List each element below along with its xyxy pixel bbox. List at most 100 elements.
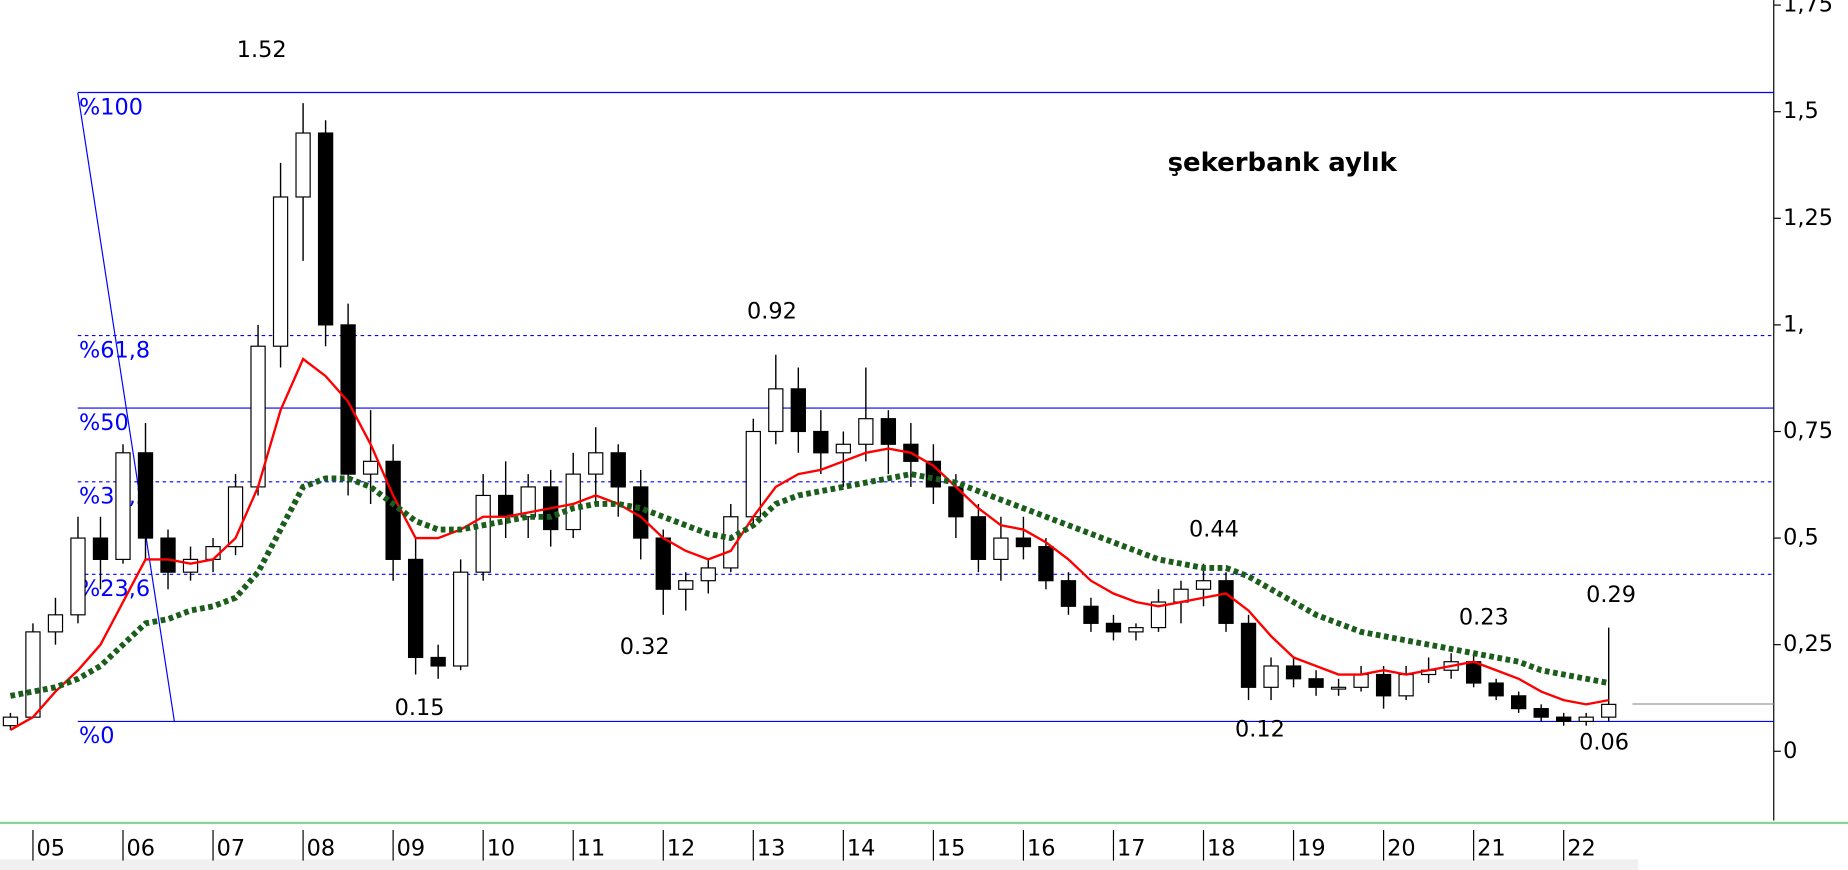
candle-body [115, 452, 131, 560]
candle-body [723, 516, 739, 569]
y-tick-label: 1,75 [1783, 0, 1833, 18]
annotation: 0.92 [747, 298, 797, 324]
candle-body [768, 388, 784, 433]
candle-body [137, 452, 154, 539]
y-tick-label: 1, [1783, 311, 1804, 337]
fib-label: %0 [79, 723, 115, 749]
candle-body [700, 567, 716, 582]
x-tick-label: 09 [397, 835, 426, 861]
x-tick-label: 18 [1207, 835, 1236, 861]
x-tick-label: 22 [1567, 835, 1596, 861]
candle-body [205, 546, 221, 560]
fib-label: %50 [79, 410, 129, 436]
moving-average [9, 471, 1610, 699]
x-tick-label: 19 [1297, 835, 1326, 861]
candle-body [430, 656, 446, 667]
candle-body [1083, 605, 1099, 624]
candle-body [1263, 665, 1279, 688]
chart-title: şekerbank aylık [1168, 148, 1398, 178]
candle-body [610, 452, 626, 488]
x-tick-label: 06 [127, 835, 156, 861]
candle-body [858, 418, 874, 445]
candle-body [1556, 716, 1572, 723]
candle-body [160, 537, 176, 573]
candle-body [520, 486, 536, 518]
x-tick-label: 20 [1387, 835, 1416, 861]
x-tick-label: 21 [1477, 835, 1506, 861]
fib-label: %100 [79, 94, 143, 120]
candle-body [1308, 678, 1324, 688]
candle-body [1060, 580, 1077, 607]
x-tick-label: 07 [217, 835, 246, 861]
candle-body [317, 132, 334, 326]
annotation: 0.29 [1586, 582, 1636, 608]
scroll-strip [0, 859, 1639, 870]
candle-body [970, 516, 987, 560]
candle-body [1240, 622, 1257, 688]
candle-body [1578, 716, 1594, 723]
annotation: 0.23 [1459, 605, 1509, 631]
y-tick-label: 0 [1783, 738, 1797, 764]
moving-average [9, 357, 1609, 731]
x-tick-label: 15 [937, 835, 966, 861]
candle-body [1465, 661, 1482, 684]
candle-body [498, 494, 514, 518]
candle-body [1398, 673, 1414, 697]
annotation: 0.32 [620, 634, 670, 660]
candle-body [655, 537, 671, 590]
candle-body [1375, 673, 1392, 697]
x-tick-label: 14 [847, 835, 876, 861]
annotation: 0.15 [395, 695, 445, 721]
candle-body [745, 430, 761, 518]
candle-body [92, 537, 109, 560]
candle-body [1105, 622, 1122, 633]
x-tick-label: 16 [1027, 835, 1056, 861]
candle-body [1330, 686, 1347, 690]
candle-body [1128, 627, 1144, 633]
candle-body [2, 716, 19, 727]
x-tick-label: 12 [667, 835, 696, 861]
candle-body [295, 132, 311, 198]
candle-body [790, 388, 806, 433]
candle-body [475, 494, 491, 573]
candle-body [1218, 580, 1234, 624]
candle-body [272, 196, 289, 347]
candle-body [362, 460, 379, 475]
annotation: 0.12 [1235, 716, 1285, 742]
y-tick-label: 0,5 [1783, 525, 1819, 551]
candle-body [1533, 708, 1549, 718]
candle-body [250, 345, 266, 488]
candle-body [1015, 537, 1032, 548]
x-tick-label: 13 [757, 835, 786, 861]
candle-body [25, 631, 41, 718]
candle-body [1150, 601, 1167, 629]
annotation: 0.06 [1579, 729, 1629, 755]
candle-body [1285, 665, 1302, 680]
y-tick-label: 0,75 [1783, 418, 1833, 444]
y-tick-label: 0,25 [1783, 631, 1833, 657]
candle-body [813, 430, 829, 454]
candle-body [835, 443, 852, 454]
y-tick-label: 1,25 [1783, 205, 1833, 231]
candle-body [407, 558, 424, 659]
candle-body [70, 537, 86, 616]
y-tick-label: 1,5 [1783, 98, 1819, 124]
candle-body [678, 580, 694, 590]
candle-body [1488, 682, 1504, 697]
candle-body [1195, 580, 1212, 590]
candle-body [880, 418, 897, 445]
candle-body [1601, 703, 1617, 718]
candle-body [452, 571, 469, 667]
annotation: 1.52 [237, 37, 287, 63]
candle-body [340, 324, 356, 475]
annotation: 0.44 [1189, 516, 1239, 542]
fib-label: %23,6 [79, 576, 150, 602]
candle-body [1353, 673, 1369, 688]
x-tick-label: 05 [36, 835, 65, 861]
x-tick-label: 17 [1117, 835, 1146, 861]
candle-body [182, 558, 199, 573]
x-tick-label: 08 [307, 835, 336, 861]
